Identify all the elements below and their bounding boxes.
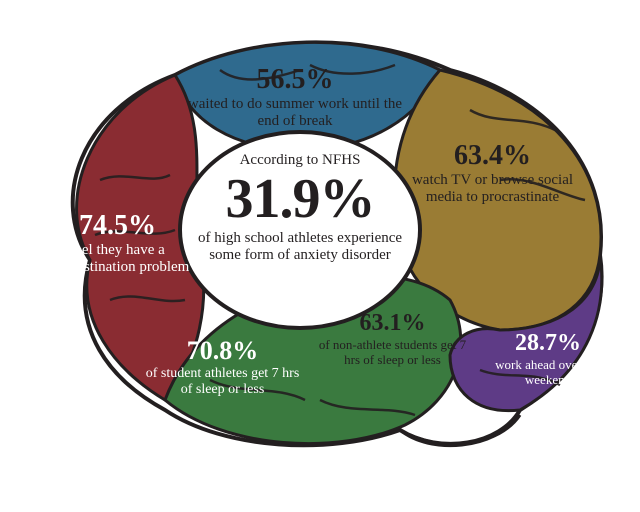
center-subtext: of high school athletes experience some … bbox=[195, 230, 405, 263]
lobe-cerebellum bbox=[400, 415, 520, 446]
stat-desc: feel they have a procrastination problem bbox=[40, 242, 195, 277]
stat-percent: 74.5% bbox=[40, 210, 195, 242]
center-intro: According to NFHS bbox=[195, 152, 405, 169]
stat-tv-social: 63.4% watch TV or browse social media to… bbox=[400, 140, 585, 207]
stat-desc: work ahead over the weekend bbox=[483, 358, 613, 388]
stat-desc: of non-athlete students get 7 hrs of sle… bbox=[315, 338, 470, 368]
center-stat: According to NFHS 31.9% of high school a… bbox=[195, 152, 405, 263]
stat-percent: 70.8% bbox=[140, 336, 305, 366]
stat-work-ahead: 28.7% work ahead over the weekend bbox=[483, 330, 613, 387]
stat-percent: 56.5% bbox=[180, 64, 410, 96]
stat-percent: 63.1% bbox=[315, 310, 470, 338]
stat-procrastination: 74.5% feel they have a procrastination p… bbox=[40, 210, 195, 277]
stat-desc: watch TV or browse social media to procr… bbox=[400, 172, 585, 207]
infographic-stage: According to NFHS 31.9% of high school a… bbox=[0, 0, 640, 512]
stat-percent: 63.4% bbox=[400, 140, 585, 172]
stat-nonathlete-sleep: 63.1% of non-athlete students get 7 hrs … bbox=[315, 310, 470, 367]
stat-athlete-sleep: 70.8% of student athletes get 7 hrs of s… bbox=[140, 336, 305, 398]
stat-desc: waited to do summer work until the end o… bbox=[180, 96, 410, 131]
stat-summer-work: 56.5% waited to do summer work until the… bbox=[180, 64, 410, 131]
center-percent: 31.9% bbox=[195, 169, 405, 231]
stat-desc: of student athletes get 7 hrs of sleep o… bbox=[140, 366, 305, 398]
stat-percent: 28.7% bbox=[483, 330, 613, 358]
